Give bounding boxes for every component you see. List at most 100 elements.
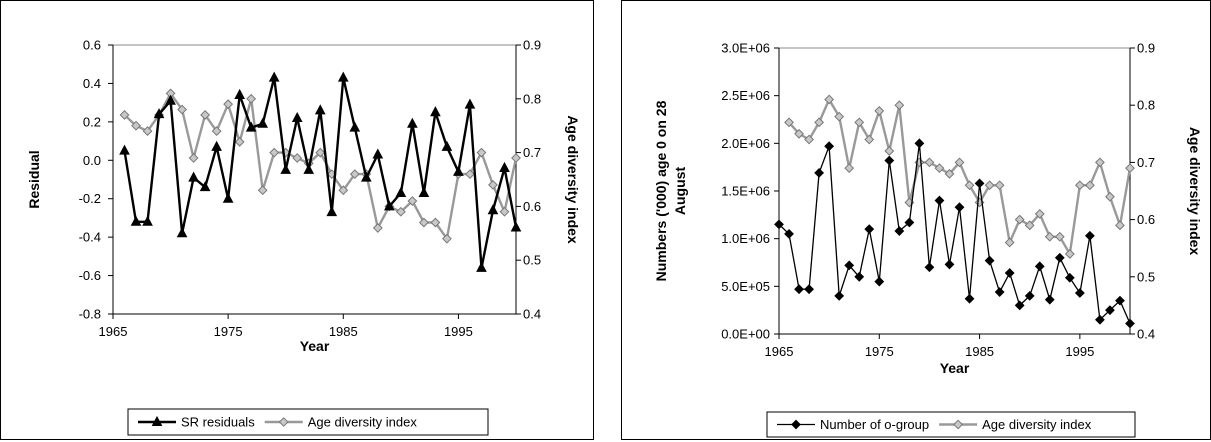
data-point: [954, 202, 965, 213]
data-point: [984, 180, 995, 191]
data-point: [994, 287, 1005, 297]
data-point: [338, 185, 349, 196]
y-tick-label: 0.6: [83, 38, 101, 53]
data-point: [984, 255, 995, 266]
data-point: [884, 155, 895, 166]
data-point: [211, 126, 222, 136]
data-point: [924, 157, 935, 168]
data-point: [349, 121, 361, 132]
data-point: [794, 128, 804, 139]
data-point: [131, 120, 141, 131]
data-point: [188, 153, 199, 163]
data-point: [177, 104, 187, 115]
x-tick-label: 1985: [965, 344, 994, 359]
y-tick-label: -0.4: [79, 230, 101, 245]
y2-tick-label: 0.7: [523, 145, 541, 160]
data-point: [1105, 305, 1115, 316]
legend-box: [127, 408, 489, 436]
y2-tick-label: 0.7: [1137, 155, 1155, 170]
x-tick-label: 1965: [765, 344, 794, 359]
y-axis-title: Residual: [26, 150, 42, 208]
data-point: [176, 227, 188, 238]
data-point: [130, 215, 142, 226]
data-point: [453, 165, 464, 176]
data-point: [814, 117, 825, 128]
data-point: [964, 293, 975, 304]
y2-tick-label: 0.9: [1137, 41, 1155, 56]
data-point: [303, 163, 315, 174]
residuals-chart: -0.8 -0.6 -0.4 -0.2 0.0 0.2 0.4 0.6 0.4 0.5 0.6 0.7…: [26, 38, 581, 436]
data-point: [395, 186, 407, 197]
data-point: [854, 117, 865, 128]
data-point: [488, 179, 498, 190]
data-point: [874, 276, 885, 287]
data-point: [994, 180, 1005, 191]
data-point: [964, 180, 975, 191]
x-axis-title: Year: [940, 360, 970, 376]
data-point: [499, 161, 510, 172]
data-point: [944, 168, 955, 179]
data-point: [119, 110, 130, 120]
data-point: [430, 106, 441, 117]
data-point: [326, 206, 338, 217]
data-point: [200, 110, 211, 120]
y-tick-label: 0.4: [83, 76, 101, 91]
data-point: [418, 217, 429, 228]
data-point: [1054, 252, 1065, 263]
data-point: [924, 262, 935, 273]
data-point: [1064, 249, 1075, 259]
data-point: [894, 226, 905, 236]
data-point: [142, 126, 153, 136]
y2-axis-title: Age diversity index: [565, 115, 581, 244]
data-point: [1084, 230, 1095, 241]
data-point: [1004, 237, 1015, 248]
data-point: [1084, 180, 1095, 191]
y2-axis-title: Age diversity index: [1187, 127, 1203, 256]
data-point: [199, 181, 211, 192]
data-point: [430, 217, 441, 228]
x-axis-title: Year: [300, 338, 330, 354]
data-point: [511, 153, 521, 163]
data-point: [499, 206, 510, 217]
data-point: [794, 284, 804, 295]
numbers-chart: 0.0E+00 5.0E+05 1.0E+06 1.5E+06 2.0E+06 2.5E+…: [653, 41, 1203, 438]
y-tick-label: 2.5E+06: [721, 88, 770, 103]
data-point: [246, 93, 257, 104]
x-tick-label: 1965: [99, 324, 128, 339]
data-point: [418, 186, 430, 197]
data-point: [257, 117, 269, 128]
data-point: [465, 169, 475, 180]
data-point: [476, 147, 487, 158]
data-point: [1125, 163, 1135, 174]
data-point: [372, 223, 383, 233]
data-point: [1024, 290, 1035, 301]
data-point: [395, 206, 406, 217]
x-tick-label: 1975: [865, 344, 894, 359]
y-tick-label: 2.0E+06: [721, 136, 770, 151]
data-point: [804, 284, 814, 295]
y-tick-label: -0.2: [79, 191, 101, 206]
data-point: [314, 104, 326, 115]
data-point: [1054, 231, 1065, 242]
data-point: [844, 163, 855, 174]
data-point: [1095, 157, 1105, 168]
x-tick-label: 1985: [329, 324, 358, 339]
x-tick-label: 1995: [444, 324, 473, 339]
y2-tick-label: 0.5: [523, 253, 541, 268]
legend-label: Number of o-group: [820, 417, 929, 432]
data-point: [372, 148, 384, 159]
y-tick-label: -0.8: [79, 307, 101, 322]
data-point: [864, 134, 875, 145]
y-tick-label: 0.0: [83, 153, 101, 168]
data-point: [222, 192, 234, 203]
data-point: [384, 200, 395, 211]
data-point: [874, 106, 885, 116]
data-point: [1074, 180, 1085, 191]
data-point: [269, 147, 280, 158]
y-tick-label: 0.0E+00: [721, 327, 770, 342]
y2-tick-label: 0.4: [1137, 327, 1155, 342]
data-point: [784, 117, 794, 128]
data-point: [315, 147, 326, 158]
data-point: [476, 261, 487, 272]
y2-tick-label: 0.8: [1137, 98, 1155, 113]
